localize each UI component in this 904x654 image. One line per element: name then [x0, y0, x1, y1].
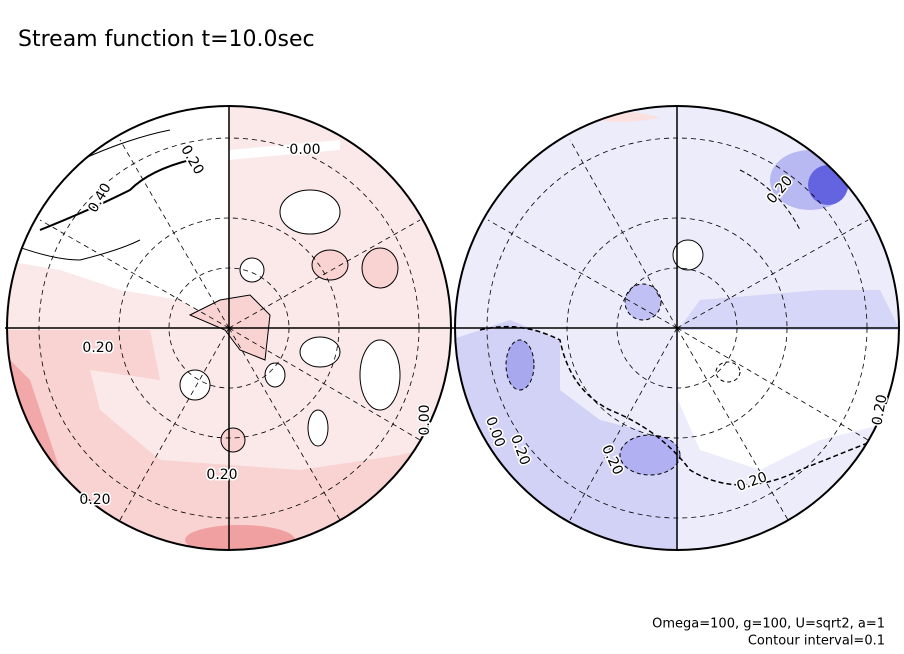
- contour: [39, 159, 191, 231]
- meridian: [676, 219, 869, 329]
- contour-label: 0.00: [417, 404, 433, 435]
- contour: [619, 434, 681, 476]
- shade: [678, 290, 899, 330]
- meridian: [676, 327, 869, 441]
- contour-label: 0.20: [79, 492, 110, 508]
- contour: [359, 339, 401, 411]
- contour: [264, 362, 286, 388]
- meridian: [228, 327, 341, 521]
- shade: [808, 165, 848, 205]
- shade: [7, 330, 451, 550]
- contour-label: 0.20: [82, 340, 113, 356]
- contour: [505, 339, 535, 391]
- contour: [672, 239, 704, 271]
- contour: [307, 409, 329, 447]
- contour: [479, 325, 899, 486]
- meridian: [228, 219, 421, 329]
- contour: [7, 239, 141, 261]
- note: Omega=100, g=100, U=sqrt2, a=1: [652, 617, 885, 632]
- outline: [6, 105, 452, 551]
- contour: [739, 169, 801, 231]
- contour: [311, 249, 349, 281]
- frame: [5, 105, 900, 551]
- meridian: [569, 327, 678, 521]
- contour-label: 0.00: [289, 142, 320, 158]
- meridian: [119, 327, 230, 521]
- shade: [678, 330, 899, 470]
- meridian: [487, 219, 678, 329]
- contour: [624, 283, 662, 321]
- contour-label: 0.20: [206, 467, 237, 483]
- meridian: [39, 219, 230, 329]
- note: Contour interval=0.1: [748, 634, 885, 649]
- meridian: [569, 139, 678, 329]
- meridian: [676, 327, 789, 521]
- meridian: [119, 139, 230, 329]
- contour: [361, 247, 399, 289]
- title: Stream function t=10.0sec: [18, 27, 315, 52]
- contour: [239, 257, 265, 283]
- contour: [179, 369, 211, 401]
- contour: [299, 336, 341, 368]
- outline: [454, 105, 900, 551]
- contour: [279, 189, 341, 235]
- contour: [715, 361, 741, 383]
- meridian: [228, 327, 421, 441]
- contour: [220, 427, 246, 453]
